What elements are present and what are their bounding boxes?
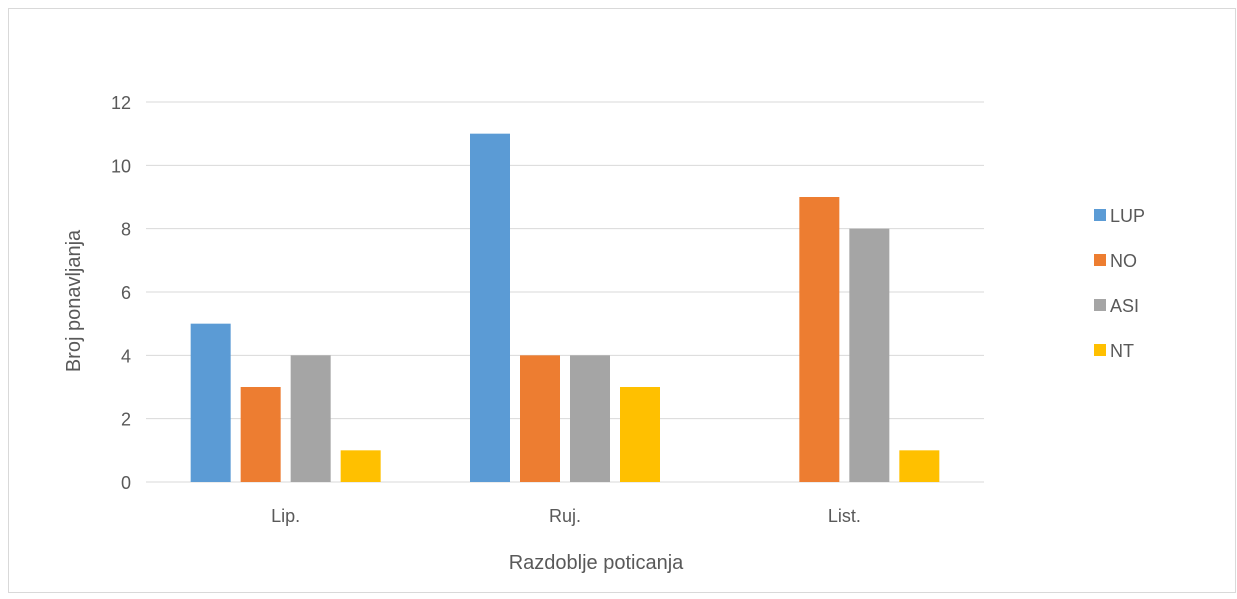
legend-label-asi: ASI [1110,296,1139,316]
bar-lup-0 [190,323,231,482]
bar-asi-1 [570,355,610,482]
legend-swatch-no [1094,254,1106,266]
x-tick-labels: Lip. Ruj. List. [271,506,861,526]
x-tick-label: Lip. [271,506,300,526]
bar-chart: 0 2 4 6 8 10 12 Lip. Ruj. List. Broj ponavljanja… [63,93,1145,574]
x-tick-label: List. [828,506,861,526]
bar-nt-0 [340,450,381,482]
bar-nt-2 [899,450,940,482]
x-tick-label: Ruj. [549,506,581,526]
y-tick-label: 10 [111,156,131,176]
legend-label-lup: LUP [1110,206,1145,226]
bar-asi-2 [849,228,890,482]
bars [190,133,940,482]
y-tick-label: 2 [121,410,131,430]
gridlines [146,101,984,483]
legend-label-nt: NT [1110,341,1134,361]
legend-swatch-nt [1094,344,1106,356]
bar-no-1 [520,355,560,482]
legend-label-no: NO [1110,251,1137,271]
y-tick-label: 12 [111,93,131,113]
bar-lup-1 [470,133,510,482]
y-tick-label: 6 [121,283,131,303]
y-tick-label: 0 [121,473,131,493]
chart-frame: 0 2 4 6 8 10 12 Lip. Ruj. List. Broj ponavljanja… [8,8,1236,593]
legend: LUP NO ASI NT [1094,206,1145,361]
x-axis-title: Razdoblje poticanja [509,552,684,574]
bar-no-0 [240,387,281,482]
bar-asi-0 [290,355,331,482]
legend-swatch-lup [1094,209,1106,221]
y-axis-title: Broj ponavljanja [63,229,85,372]
y-tick-label: 4 [121,346,131,366]
legend-swatch-asi [1094,299,1106,311]
y-tick-label: 8 [121,220,131,240]
bar-no-2 [799,197,840,482]
y-tick-labels: 0 2 4 6 8 10 12 [111,93,131,493]
bar-nt-1 [620,387,660,482]
